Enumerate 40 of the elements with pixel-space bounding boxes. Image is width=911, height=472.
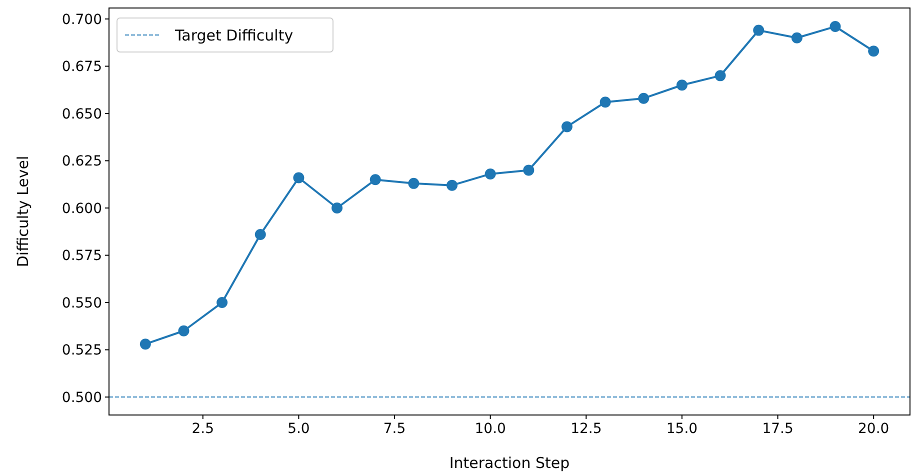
x-tick-label: 10.0	[474, 421, 506, 437]
point	[600, 96, 611, 108]
point	[561, 121, 572, 132]
point	[293, 172, 304, 184]
point	[714, 70, 726, 82]
x-tick-label: 20.0	[858, 421, 890, 437]
x-axis-title: Interaction Step	[449, 454, 570, 472]
legend-label: Target Difficulty	[174, 26, 294, 44]
y-axis-title: Difficulty Level	[14, 156, 32, 268]
point	[216, 297, 228, 308]
point	[638, 92, 650, 104]
x-tick-label: 7.5	[383, 421, 406, 437]
x-tick-label: 17.5	[762, 421, 794, 437]
x-tick-label: 5.0	[288, 421, 310, 437]
y-tick-label: 0.550	[62, 295, 102, 312]
point	[332, 202, 343, 214]
x-tick-label: 2.5	[192, 421, 214, 437]
y-tick-label: 0.525	[62, 342, 102, 359]
y-tick-label: 0.650	[62, 106, 102, 122]
y-tick-label: 0.700	[62, 12, 102, 28]
point	[254, 228, 266, 240]
point	[140, 338, 151, 350]
point	[791, 32, 802, 44]
point	[408, 178, 420, 189]
point	[178, 325, 190, 336]
point	[676, 80, 688, 91]
y-tick-label: 0.600	[62, 200, 102, 217]
point	[370, 174, 381, 186]
point	[868, 46, 880, 57]
x-tick-label: 15.0	[666, 421, 698, 437]
x-tick-label: 12.5	[570, 421, 602, 437]
y-tick-label: 0.625	[62, 154, 102, 170]
point	[830, 21, 841, 32]
y-tick-label: 0.500	[62, 390, 102, 406]
y-tick-label: 0.575	[62, 248, 102, 264]
y-tick-label: 0.675	[62, 59, 102, 76]
point	[523, 164, 534, 176]
point	[484, 168, 496, 180]
point	[753, 24, 764, 36]
point	[446, 180, 458, 191]
